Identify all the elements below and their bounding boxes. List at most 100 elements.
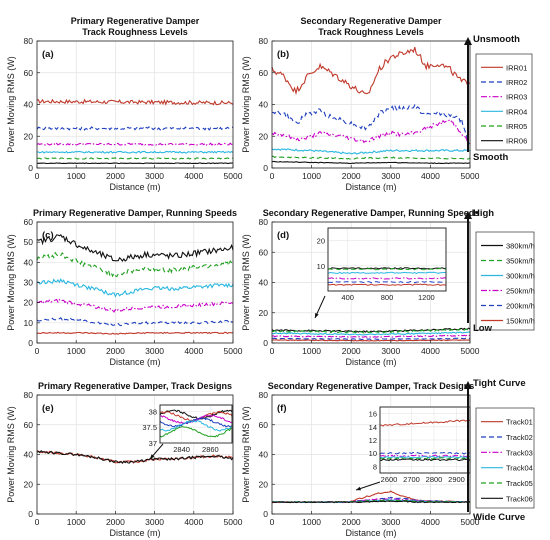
legend-box <box>475 407 535 509</box>
x-tick-label: 3000 <box>145 171 164 181</box>
x-tick-label: 1000 <box>302 346 321 356</box>
scale-indicator: Tight Curve Wide Curve <box>464 378 526 523</box>
y-axis-label: Power Moving RMS (W) <box>241 56 251 153</box>
series-line-IRR02 <box>271 103 471 145</box>
series-line-150km/h <box>271 339 471 342</box>
inset-x-tick-label: 2860 <box>202 445 219 454</box>
x-tick-label: 1000 <box>67 171 86 181</box>
y-tick-label: 60 <box>259 247 269 257</box>
panel-label: (e) <box>42 403 54 414</box>
legend-entry: IRR01 <box>506 63 527 72</box>
x-tick-label: 4000 <box>421 517 440 527</box>
inset-x-tick-label: 400 <box>341 293 354 302</box>
y-tick-label: 60 <box>259 68 269 78</box>
x-axis-label: Distance (m) <box>109 357 160 367</box>
y-axis-label: Power Moving RMS (W) <box>241 406 251 503</box>
legend-entry: IRR03 <box>506 93 527 102</box>
y-tick-label: 60 <box>24 420 34 430</box>
y-tick-label: 40 <box>24 450 34 460</box>
inset-frame-border <box>159 404 233 444</box>
y-tick-label: 20 <box>24 131 34 141</box>
y-tick-label: 20 <box>24 479 34 489</box>
callout-arrow-head <box>150 454 155 459</box>
series-line-200km/h <box>36 317 234 327</box>
callout-arrow-head <box>356 486 361 491</box>
chart-title: Secondary Regenerative Damper, Running S… <box>263 208 480 218</box>
y-tick-label: 80 <box>259 36 269 46</box>
series-line-300km/h <box>271 331 471 336</box>
y-tick-label: 0 <box>28 509 33 519</box>
legend: IRR01 IRR02 IRR03 IRR04 IRR05 IRR06 <box>475 53 533 151</box>
legend-entry: 200km/h <box>506 302 535 311</box>
legend: 380km/h 350km/h 300km/h 250km/h 200km/h 150km… <box>475 231 535 331</box>
y-tick-label: 40 <box>259 100 269 110</box>
inset-series-line <box>379 455 471 459</box>
y-tick-label: 60 <box>24 217 34 227</box>
y-axis-label: Power Moving RMS (W) <box>6 406 16 503</box>
series-line-IRR05 <box>271 155 471 160</box>
x-tick-label: 0 <box>35 171 40 181</box>
scale-indicator: High Low <box>464 208 494 334</box>
x-tick-label: 2000 <box>342 517 361 527</box>
chart-title: Primary Regenerative Damper <box>71 16 200 26</box>
x-axis-label: Distance (m) <box>109 528 160 538</box>
series-line-IRR01 <box>36 98 234 106</box>
y-tick-label: 50 <box>24 237 34 247</box>
x-tick-label: 0 <box>270 171 275 181</box>
series-line-350km/h <box>271 328 471 334</box>
y-axis-label: Power Moving RMS (W) <box>241 234 251 331</box>
series-line-IRR06 <box>36 162 234 165</box>
x-tick-label: 4000 <box>184 171 203 181</box>
inset-x-tick-label: 800 <box>381 293 394 302</box>
series-line-200km/h <box>271 337 471 341</box>
chart-title: Secondary Regenerative Damper, Track Des… <box>268 381 475 391</box>
legend-entry: Track06 <box>506 494 533 503</box>
panel-label: (d) <box>277 230 289 241</box>
series-line-IRR03 <box>36 142 234 146</box>
series-line-IRR06 <box>271 160 470 165</box>
inset-f: 2600 2700 2800 2900 8 10 12 14 16 <box>369 406 471 484</box>
y-tick-label: 0 <box>28 338 33 348</box>
inset-frame-border <box>327 227 447 292</box>
y-tick-label: 30 <box>24 278 34 288</box>
inset-series-line <box>159 409 233 420</box>
x-tick-label: 4000 <box>421 171 440 181</box>
series-line-IRR02 <box>36 125 234 131</box>
y-tick-label: 40 <box>24 257 34 267</box>
x-tick-label: 4000 <box>421 346 440 356</box>
inset-series-line <box>328 267 447 270</box>
legend-entry: IRR05 <box>506 122 527 131</box>
inset-x-tick-label: 2600 <box>381 475 398 484</box>
legend-entry: Track03 <box>506 448 533 457</box>
x-tick-label: 3000 <box>381 171 400 181</box>
inset-y-tick-label: 37 <box>149 439 157 448</box>
scale-bottom-label: Wide Curve <box>473 512 525 523</box>
panel-label: (b) <box>277 49 289 60</box>
scale-arrow-head <box>464 211 472 219</box>
panel-label: (f) <box>277 403 287 414</box>
panel-label: (c) <box>42 230 54 241</box>
x-tick-label: 2000 <box>106 346 125 356</box>
legend-entry: 350km/h <box>506 257 535 266</box>
legend-entry: 380km/h <box>506 242 535 251</box>
x-tick-label: 4000 <box>184 346 203 356</box>
chart-title: Track Roughness Levels <box>318 27 424 37</box>
x-tick-label: 0 <box>35 517 40 527</box>
inset-frame-border <box>379 406 471 474</box>
y-tick-label: 80 <box>24 36 34 46</box>
inset-series-line <box>159 414 233 425</box>
y-tick-label: 0 <box>28 163 33 173</box>
inset-series-line <box>379 451 471 455</box>
x-tick-label: 2000 <box>106 171 125 181</box>
series-line-IRR01 <box>271 46 471 96</box>
x-tick-label: 1000 <box>67 346 86 356</box>
y-tick-label: 60 <box>259 420 269 430</box>
legend-entry: 250km/h <box>506 287 535 296</box>
inset-series-line <box>327 283 447 286</box>
y-tick-label: 40 <box>259 278 269 288</box>
inset-e: 2840 2860 37 37.5 38 <box>142 404 233 454</box>
y-tick-label: 60 <box>24 68 34 78</box>
x-tick-label: 2000 <box>106 517 125 527</box>
scale-top-label: High <box>473 208 494 219</box>
inset-y-tick-label: 20 <box>317 237 325 246</box>
